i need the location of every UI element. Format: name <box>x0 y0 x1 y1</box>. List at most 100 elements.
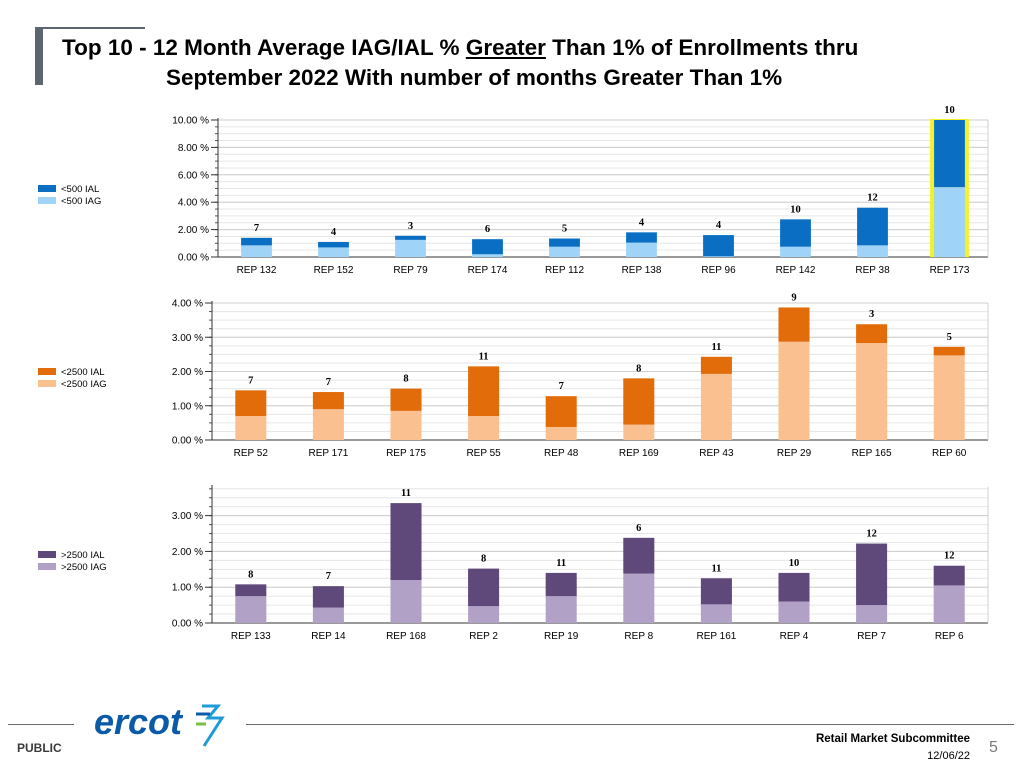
x-tick-label: REP 132 <box>237 265 277 276</box>
bar-iag <box>390 580 422 623</box>
bar-iag <box>312 409 344 440</box>
x-tick-label: REP 138 <box>622 265 662 276</box>
x-tick-label: REP 14 <box>311 631 346 642</box>
title-line2: September 2022 With number of months Gre… <box>166 65 783 90</box>
bar-count-label: 12 <box>866 529 877 540</box>
bar-iag <box>700 373 732 440</box>
bar-iag <box>780 246 811 257</box>
bar-ial <box>856 324 888 344</box>
page-title: Top 10 - 12 Month Average IAG/IAL % Grea… <box>62 33 1002 93</box>
bar-count-label: 11 <box>711 342 721 353</box>
bar-ial <box>549 238 580 247</box>
x-tick-label: REP 142 <box>776 265 816 276</box>
bar-iag <box>623 424 655 440</box>
bar-ial <box>468 366 500 417</box>
bar-count-label: 7 <box>559 381 564 392</box>
bar-iag <box>549 246 580 257</box>
x-tick-label: REP 19 <box>544 631 579 642</box>
bar-iag <box>857 245 888 257</box>
bar-iag <box>623 573 655 623</box>
x-tick-label: REP 6 <box>935 631 964 642</box>
bar-iag <box>235 416 267 440</box>
lightning-icon <box>196 704 225 747</box>
x-tick-label: REP 38 <box>855 265 890 276</box>
legend-label: <500 IAG <box>61 196 101 207</box>
footer-date: 12/06/22 <box>927 750 970 762</box>
bar-count-label: 5 <box>562 224 567 235</box>
x-tick-label: REP 165 <box>852 448 892 459</box>
legend-swatch <box>38 563 56 570</box>
bar-ial <box>312 392 344 410</box>
x-tick-label: REP 96 <box>701 265 736 276</box>
title-part1: Top 10 - 12 Month Average IAG/IAL % <box>62 35 466 60</box>
bar-iag <box>778 341 810 440</box>
bar-count-label: 11 <box>401 488 411 499</box>
x-tick-label: REP 29 <box>777 448 812 459</box>
footer-divider-right <box>246 724 1014 725</box>
bar-iag <box>312 607 344 623</box>
bar-iag <box>778 601 810 623</box>
x-tick-label: REP 152 <box>314 265 354 276</box>
x-tick-label: REP 43 <box>699 448 734 459</box>
x-tick-label: REP 133 <box>231 631 271 642</box>
bar-ial <box>318 241 349 248</box>
bar-count-label: 12 <box>944 551 955 562</box>
bar-count-label: 11 <box>711 563 721 574</box>
public-label: PUBLIC <box>17 741 62 755</box>
bar-count-label: 12 <box>867 193 878 204</box>
bar-count-label: 7 <box>248 375 253 386</box>
legend-swatch <box>38 380 56 387</box>
bar-ial <box>778 307 810 342</box>
y-tick-label: 3.00 % <box>172 333 203 344</box>
bar-count-label: 10 <box>944 105 955 116</box>
x-tick-label: REP 112 <box>545 265 585 276</box>
subcommittee-label: Retail Market Subcommittee <box>815 733 970 745</box>
bar-iag <box>241 245 272 257</box>
legend-label: >2500 IAL <box>61 550 105 561</box>
bar-count-label: 3 <box>869 309 874 320</box>
x-tick-label: REP 171 <box>308 448 348 459</box>
legend-label: <500 IAL <box>61 184 99 195</box>
bar-count-label: 6 <box>485 224 490 235</box>
legend-label: <2500 IAL <box>61 367 105 378</box>
bar-count-label: 6 <box>636 523 641 534</box>
y-tick-label: 2.00 % <box>172 367 203 378</box>
bar-ial <box>472 239 503 255</box>
legend-swatch <box>38 185 56 192</box>
x-tick-label: REP 55 <box>466 448 501 459</box>
y-tick-label: 1.00 % <box>172 583 203 594</box>
y-tick-label: 0.00 % <box>172 619 203 630</box>
ercot-logo-text: ercot <box>94 701 184 742</box>
x-tick-label: REP 2 <box>469 631 498 642</box>
bar-ial <box>235 584 267 597</box>
bar-ial <box>856 543 888 606</box>
bar-ial <box>933 565 965 586</box>
bar-iag <box>318 247 349 257</box>
bar-iag <box>934 187 965 257</box>
bar-ial <box>395 235 426 240</box>
bar-ial <box>623 537 655 574</box>
legend-swatch <box>38 368 56 375</box>
bar-iag <box>545 596 577 623</box>
bar-ial <box>468 568 500 607</box>
bar-ial <box>390 388 422 411</box>
x-tick-label: REP 161 <box>696 631 736 642</box>
bar-ial <box>623 378 655 425</box>
bar-ial <box>700 578 732 605</box>
bar-iag <box>703 256 734 257</box>
bar-ial <box>241 237 272 246</box>
x-tick-label: REP 8 <box>624 631 653 642</box>
y-tick-label: 6.00 % <box>178 170 209 181</box>
legend-label: >2500 IAG <box>61 562 107 573</box>
bar-iag <box>390 410 422 440</box>
bar-count-label: 8 <box>248 569 253 580</box>
y-tick-label: 0.00 % <box>172 436 203 447</box>
x-tick-label: REP 168 <box>386 631 426 642</box>
bar-ial <box>780 219 811 247</box>
y-tick-label: 2.00 % <box>172 547 203 558</box>
bar-count-label: 9 <box>791 292 796 303</box>
title-underlined: Greater <box>465 35 546 60</box>
bar-count-label: 7 <box>326 571 331 582</box>
y-tick-label: 4.00 % <box>172 299 203 310</box>
